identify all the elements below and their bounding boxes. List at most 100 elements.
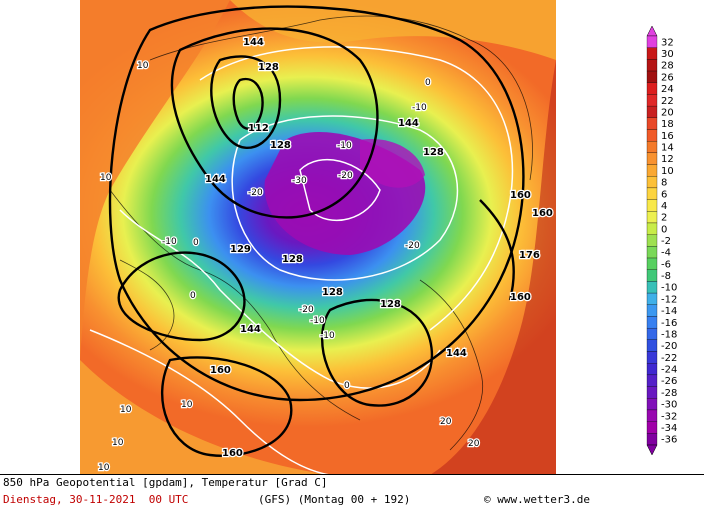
legend-swatch	[646, 363, 658, 376]
legend-swatch	[646, 398, 658, 411]
temperature-label: -20	[299, 305, 314, 315]
legend-swatch	[646, 70, 658, 83]
temperature-label: 10	[120, 405, 132, 415]
legend-swatch	[646, 129, 658, 142]
temperature-label: 0	[190, 291, 196, 301]
legend-labels: 32302826242220181614121086420-2-4-6-8-10…	[661, 37, 677, 445]
temperature-label: 10	[181, 400, 193, 410]
temperature-label: -10	[320, 331, 335, 341]
model-run: (GFS) (Montag 00 + 192)	[258, 493, 411, 506]
legend-swatch	[646, 339, 658, 352]
temperature-label: -20	[338, 171, 353, 181]
legend-swatch	[646, 304, 658, 317]
legend-swatch	[646, 59, 658, 72]
geopotential-label: 128	[282, 254, 303, 265]
legend-swatch	[646, 234, 658, 247]
geopotential-label: 144	[205, 174, 226, 185]
warm-region-left	[80, 0, 230, 360]
legend-label: -12	[661, 294, 677, 305]
legend-label: 6	[661, 189, 667, 200]
geopotential-label: 144	[398, 118, 419, 129]
legend-label: -22	[661, 353, 677, 364]
legend-label: -26	[661, 376, 677, 387]
contour-labels: 1441281121281441281441601601761601441281…	[97, 36, 554, 475]
temperature-label: -10	[337, 141, 352, 151]
legend-label: 28	[661, 61, 674, 72]
geopotential-label: 128	[322, 287, 343, 298]
legend-arrow-top	[646, 25, 658, 37]
geopotential-label: 160	[532, 208, 553, 219]
legend-swatch	[646, 105, 658, 118]
legend-swatch	[646, 257, 658, 270]
legend-label: 26	[661, 72, 674, 83]
legend-arrow-bottom	[646, 444, 658, 456]
divider	[0, 474, 704, 475]
forecast-date: Dienstag, 30-11-2021 00 UTC	[3, 493, 189, 506]
legend-label: 14	[661, 143, 674, 154]
geopotential-label: 128	[270, 140, 291, 151]
legend-swatch	[646, 433, 658, 446]
legend-swatch	[646, 327, 658, 340]
copyright-link[interactable]: © www.wetter3.de	[484, 493, 590, 506]
legend-color-bar	[646, 25, 658, 456]
geopotential-label: 160	[210, 365, 231, 376]
legend-label: 20	[661, 107, 674, 118]
geopotential-label: 128	[258, 62, 279, 73]
legend-swatch	[646, 199, 658, 212]
legend-swatch	[646, 117, 658, 130]
geopotential-label: 160	[510, 292, 531, 303]
legend-label: 10	[661, 166, 674, 177]
legend-swatch	[646, 94, 658, 107]
legend-swatch	[646, 35, 658, 48]
legend-swatch	[646, 421, 658, 434]
legend-swatch	[646, 47, 658, 60]
geopotential-contours	[108, 5, 525, 457]
temperature-label: -10	[310, 316, 325, 326]
legend-swatch	[646, 316, 658, 329]
temperature-label: -10	[412, 103, 427, 113]
legend-label: 4	[661, 201, 667, 212]
legend-label: 12	[661, 154, 674, 165]
temperature-label: 10	[137, 61, 149, 71]
legend-label: -24	[661, 365, 677, 376]
legend-label: -28	[661, 388, 677, 399]
temperature-label: 0	[344, 381, 350, 391]
legend-label: -20	[661, 341, 677, 352]
isotherms	[89, 46, 514, 475]
temperature-label: 0	[425, 78, 431, 88]
geopotential-label: 128	[423, 147, 444, 158]
legend-swatch	[646, 164, 658, 177]
legend-swatch	[646, 281, 658, 294]
legend-label: 22	[661, 96, 674, 107]
warm-region-bottom	[80, 360, 330, 475]
legend-label: 8	[661, 178, 667, 189]
legend-label: -30	[661, 400, 677, 411]
legend-label: -10	[661, 283, 677, 294]
legend-swatch	[646, 211, 658, 224]
temperature-label: -10	[162, 237, 177, 247]
warm-region-top	[230, 0, 556, 60]
legend-label: -2	[661, 236, 671, 247]
legend-label: -14	[661, 306, 677, 317]
legend-swatch	[646, 152, 658, 165]
temperature-label: 10	[112, 438, 124, 448]
legend-label: -34	[661, 423, 677, 434]
geopotential-label: 144	[243, 37, 264, 48]
legend-label: -36	[661, 435, 677, 446]
warm-region-right	[430, 60, 556, 475]
geopotential-label: 160	[222, 448, 243, 459]
legend-label: 0	[661, 224, 667, 235]
temperature-legend: 32302826242220181614121086420-2-4-6-8-10…	[646, 25, 677, 456]
legend-label: -8	[661, 271, 671, 282]
legend-label: -4	[661, 248, 671, 259]
cold-lobe-east	[360, 139, 425, 188]
legend-swatch	[646, 269, 658, 282]
legend-swatch	[646, 409, 658, 422]
legend-label: 18	[661, 119, 674, 130]
legend-label: 24	[661, 84, 674, 95]
legend-swatch	[646, 222, 658, 235]
temperature-label: -30	[292, 176, 307, 186]
geopotential-label: 160	[510, 190, 531, 201]
temperature-label: 10	[100, 173, 112, 183]
